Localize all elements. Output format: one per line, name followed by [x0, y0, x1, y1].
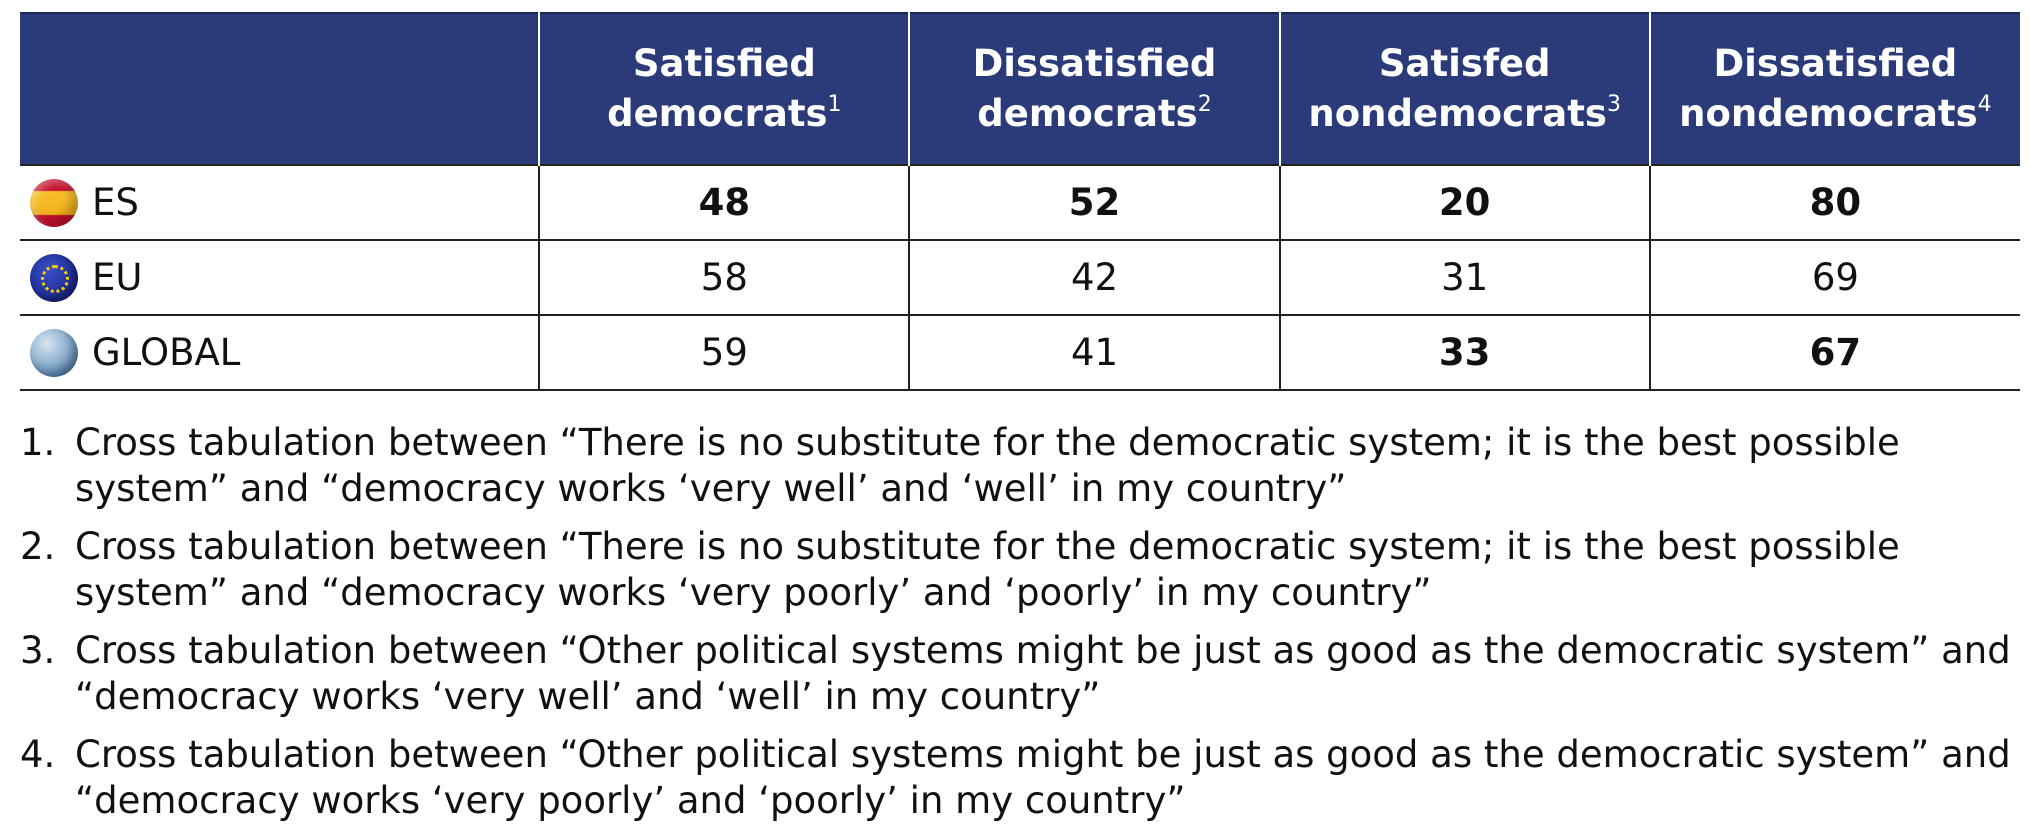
table-cell: 59 [538, 315, 910, 391]
col-header-line: democrats [607, 92, 828, 135]
footnotes: 1. Cross tabulation between “There is no … [20, 420, 2020, 836]
row-header: EU [20, 240, 540, 316]
footnote-number: 1. [20, 421, 56, 464]
table-cell: 20 [1278, 164, 1650, 241]
footnote-text: Cross tabulation between “Other politica… [75, 733, 2011, 822]
col-header-line: nondemocrats [1308, 92, 1607, 135]
col-header: Satisfied democrats1 [538, 12, 911, 165]
col-header-line: democrats [977, 92, 1198, 135]
col-header: Satisfed nondemocrats3 [1278, 12, 1651, 165]
spain-flag-icon [30, 178, 78, 227]
header-corner [20, 12, 541, 165]
table-cell: 80 [1648, 164, 2020, 241]
eu-flag-icon [30, 253, 78, 302]
footnote-number: 2. [20, 525, 56, 568]
footnote-marker: 2 [1197, 92, 1212, 117]
footnote-marker: 4 [1977, 92, 1992, 117]
table-row: GLOBAL 59 41 33 67 [20, 315, 2020, 391]
row-label: EU [92, 256, 143, 299]
footnote: 2. Cross tabulation between “There is no … [20, 524, 2020, 616]
row-header: GLOBAL [20, 315, 540, 391]
table-cell: 33 [1278, 315, 1650, 391]
footnote-number: 4. [20, 733, 56, 776]
col-header-line: nondemocrats [1679, 92, 1978, 135]
col-header: Dissatisfied democrats2 [908, 12, 1281, 165]
row-label: ES [92, 181, 139, 224]
table-row: ES 48 52 20 80 [20, 164, 2020, 241]
data-table: Satisfied democrats1 Dissatisfied democr… [20, 12, 2020, 391]
table-cell: 52 [908, 164, 1280, 241]
footnote: 3. Cross tabulation between “Other politi… [20, 628, 2020, 720]
footnote-text: Cross tabulation between “Other politica… [75, 629, 2011, 718]
row-label: GLOBAL [92, 331, 241, 374]
footnote-marker: 1 [827, 92, 842, 117]
col-header-line: Dissatisfied [972, 42, 1217, 85]
col-header: Dissatisfied nondemocrats4 [1648, 12, 2020, 165]
col-header-line: Dissatisfied [1713, 42, 1958, 85]
footnote-number: 3. [20, 629, 56, 672]
col-header-line: Satisfed [1378, 42, 1551, 85]
footnote-text: Cross tabulation between “There is no su… [75, 525, 1900, 614]
row-header: ES [20, 164, 540, 241]
table-cell: 31 [1278, 240, 1650, 316]
table-cell: 48 [538, 164, 910, 241]
globe-icon [30, 328, 78, 377]
table-cell: 41 [908, 315, 1280, 391]
table-cell: 69 [1648, 240, 2020, 316]
table-cell: 58 [538, 240, 910, 316]
table-cell: 67 [1648, 315, 2020, 391]
header-row: Satisfied democrats1 Dissatisfied democr… [20, 12, 2020, 165]
footnote-text: Cross tabulation between “There is no su… [75, 421, 1900, 510]
table-row: EU 58 42 31 69 [20, 240, 2020, 316]
footnote: 1. Cross tabulation between “There is no … [20, 420, 2020, 512]
table-cell: 42 [908, 240, 1280, 316]
table-body: ES 48 52 20 80 EU 58 42 31 69 GLOBAL 59 41 33 67 [20, 164, 2020, 391]
col-header-line: Satisfied [632, 42, 816, 85]
footnote: 4. Cross tabulation between “Other politi… [20, 732, 2020, 824]
data-table-wrapper: Satisfied democrats1 Dissatisfied democr… [20, 12, 2020, 391]
footnote-marker: 3 [1606, 92, 1621, 117]
